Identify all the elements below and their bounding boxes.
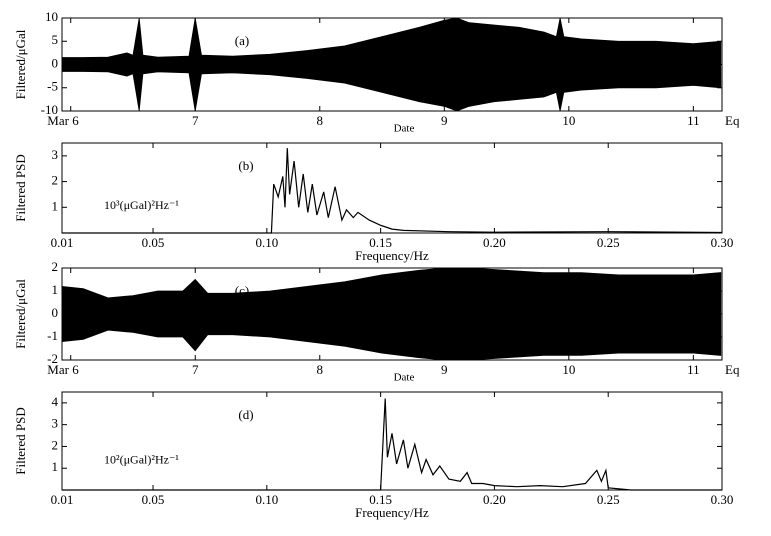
x-tick-label: Eq (725, 362, 740, 377)
x-tick-label: 11 (687, 113, 700, 128)
signal-envelope (61, 267, 722, 315)
unit-label: 10³(μGal)²Hz⁻¹ (104, 198, 179, 212)
x-tick-label: 0.25 (597, 492, 620, 507)
y-tick-label: 10 (45, 9, 58, 24)
y-tick-label: 2 (52, 259, 59, 274)
x-tick-label: 8 (317, 113, 324, 128)
x-tick-label: 10 (562, 362, 575, 377)
x-axis-title: Date (394, 123, 415, 135)
x-axis-title: Frequency/Hz (355, 248, 429, 263)
y-tick-label: 3 (52, 147, 59, 162)
x-tick-label: 10 (562, 113, 575, 128)
x-tick-label: 0.25 (597, 235, 620, 250)
y-axis-title: Filtered/μGal (13, 29, 28, 99)
x-tick-label: 0.15 (369, 235, 392, 250)
y-tick-label: 5 (52, 32, 59, 47)
x-tick-label: 7 (192, 362, 199, 377)
x-tick-label: 0.10 (255, 492, 278, 507)
y-axis-title: Filtered PSD (13, 154, 28, 222)
x-axis-title: Date (394, 372, 415, 384)
psd-line (62, 148, 723, 234)
unit-label: 10²(μGal)²Hz⁻¹ (104, 452, 179, 466)
x-tick-label: 9 (441, 113, 448, 128)
x-tick-label: 0.20 (483, 235, 506, 250)
x-tick-label: Mar 6 (47, 113, 79, 128)
x-tick-label: Eq (725, 113, 740, 128)
x-tick-label: Mar 6 (47, 362, 79, 377)
x-tick-label: 9 (441, 362, 448, 377)
signal-envelope (61, 64, 722, 112)
signal-envelope (61, 17, 722, 65)
x-tick-label: 8 (317, 362, 324, 377)
x-tick-label: 7 (192, 113, 199, 128)
y-tick-label: -2 (47, 351, 58, 366)
y-tick-label: 1 (52, 459, 59, 474)
x-tick-label: 0.10 (255, 235, 278, 250)
signal-envelope (61, 313, 722, 361)
y-tick-label: 0 (52, 55, 59, 70)
x-axis-title: Frequency/Hz (355, 505, 429, 520)
x-tick-label: 0.01 (51, 492, 74, 507)
psd-line (62, 398, 722, 491)
y-axis-title: Filtered PSD (13, 407, 28, 475)
panel-label: (b) (238, 158, 253, 173)
y-tick-label: -5 (47, 79, 58, 94)
x-tick-label: 0.30 (711, 235, 734, 250)
plot-frame (61, 391, 723, 491)
x-tick-label: 0.01 (51, 235, 74, 250)
y-tick-label: 1 (52, 282, 59, 297)
plot-frame (61, 142, 723, 234)
y-axis-title: Filtered/μGal (13, 279, 28, 349)
y-tick-label: 0 (52, 305, 59, 320)
x-tick-label: 0.15 (369, 492, 392, 507)
panel-label: (c) (235, 283, 249, 298)
y-tick-label: -10 (41, 102, 58, 117)
x-tick-label: 0.20 (483, 492, 506, 507)
y-tick-label: 2 (52, 437, 59, 452)
panel-label: (a) (235, 33, 249, 48)
y-tick-label: 4 (52, 394, 59, 409)
y-tick-label: 1 (52, 198, 59, 213)
x-tick-label: 0.05 (142, 235, 165, 250)
x-tick-label: 0.05 (142, 492, 165, 507)
y-tick-label: 3 (52, 416, 59, 431)
x-tick-label: 0.30 (711, 492, 734, 507)
panel-label: (d) (238, 407, 253, 422)
y-tick-label: -1 (47, 328, 58, 343)
y-tick-label: 2 (52, 173, 59, 188)
x-tick-label: 11 (687, 362, 700, 377)
